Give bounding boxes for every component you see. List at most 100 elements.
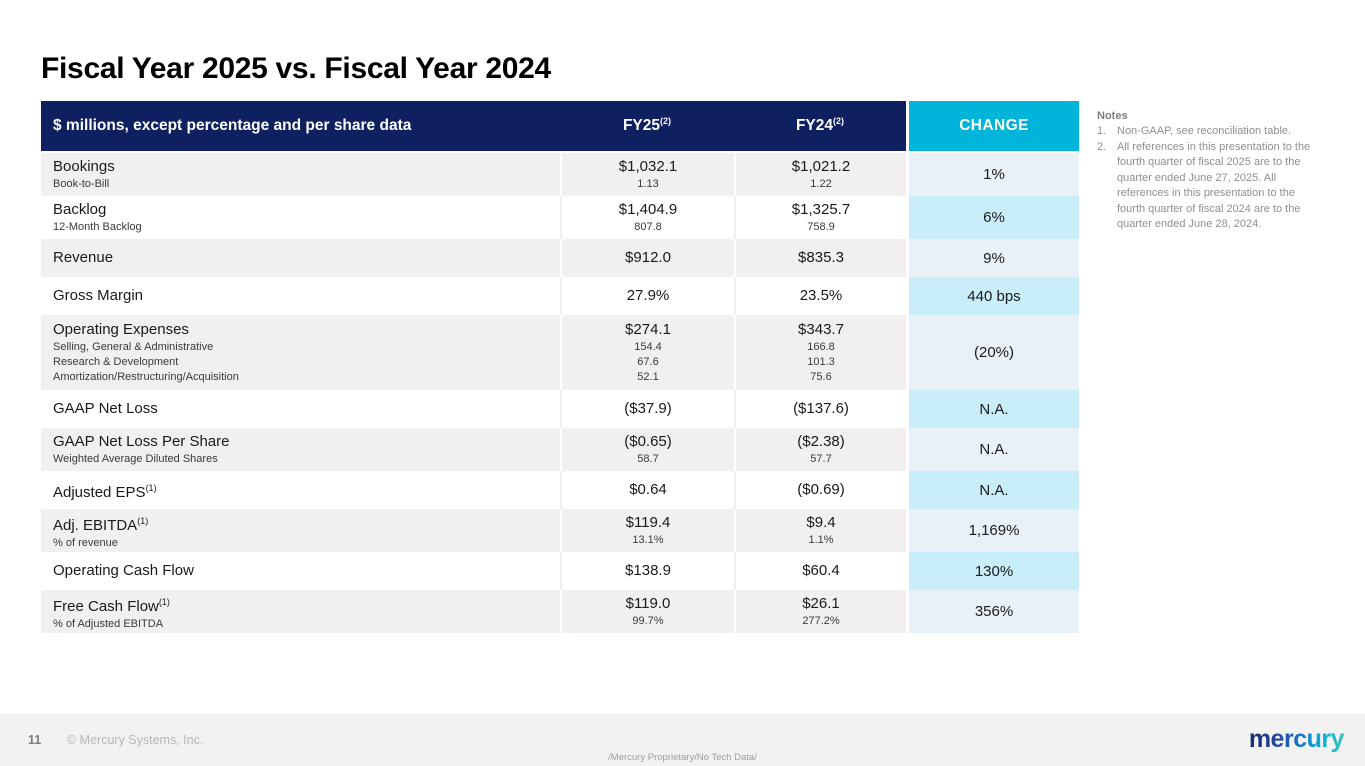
fy24-value: $26.1 bbox=[802, 595, 840, 612]
fy24-sub-value: 1.1% bbox=[808, 534, 834, 546]
row-label: Bookings bbox=[53, 158, 115, 175]
table-row-main: Revenue $912.0 $835.3 bbox=[41, 239, 906, 277]
fy24-cell: $9.4 1.1% bbox=[736, 509, 906, 552]
fy24-value: $343.7 bbox=[798, 321, 844, 338]
fy25-cell: ($0.65) 58.7 bbox=[562, 428, 734, 471]
fy24-cell: ($137.6) bbox=[736, 390, 906, 428]
row-label: Backlog bbox=[53, 201, 107, 218]
fy24-sub-value: 1.22 bbox=[810, 178, 832, 190]
fy25-value: ($0.65) bbox=[624, 433, 672, 450]
fy25-sub-value: 58.7 bbox=[637, 453, 659, 465]
table-row: GAAP Net Loss ($37.9) ($137.6) N.A. bbox=[41, 390, 1079, 428]
mercury-logo: mercury bbox=[1248, 724, 1345, 753]
change-value: 6% bbox=[909, 196, 1079, 239]
notes-list: 1. Non-GAAP, see reconciliation table. 2. A… bbox=[1097, 124, 1317, 233]
row-sub-label: 12-Month Backlog bbox=[53, 221, 142, 233]
fy24-sub-value: 75.6 bbox=[810, 371, 832, 383]
table-header-main: $ millions, except percentage and per sh… bbox=[41, 101, 906, 151]
fy25-value: ($37.9) bbox=[624, 400, 672, 417]
row-label: GAAP Net Loss Per Share bbox=[53, 433, 230, 450]
row-sub-label: % of Adjusted EBITDA bbox=[53, 617, 164, 630]
change-value: 130% bbox=[909, 552, 1079, 590]
fy24-sub-value: 277.2% bbox=[802, 615, 840, 627]
fy24-value: $60.4 bbox=[802, 562, 840, 579]
note-number: 2. bbox=[1097, 140, 1107, 153]
fy25-sub-value: 13.1% bbox=[632, 534, 664, 546]
row-label-footnote: (1) bbox=[137, 515, 149, 526]
fy25-sub-value: 807.8 bbox=[634, 221, 662, 233]
fy25-cell: 27.9% bbox=[562, 277, 734, 315]
row-label-cell: Adj. EBITDA(1) % of revenue bbox=[41, 509, 560, 552]
change-value: 1% bbox=[909, 153, 1079, 196]
column-gap bbox=[906, 315, 909, 390]
fy24-value: $1,325.7 bbox=[791, 201, 851, 218]
fy24-cell: $343.7 166.8 101.3 75.6 bbox=[736, 315, 906, 390]
row-label: Free Cash Flow(1) bbox=[53, 596, 170, 615]
table-row-main: Operating Expenses Selling, General & Adm… bbox=[41, 315, 906, 390]
row-label-footnote: (1) bbox=[158, 596, 170, 607]
column-gap bbox=[906, 590, 909, 633]
fy24-value: $835.3 bbox=[798, 249, 844, 266]
table-body: Bookings Book-to-Bill $1,032.1 1.13 $1,021.2… bbox=[41, 153, 1079, 633]
copyright-text: © Mercury Systems, Inc. bbox=[67, 733, 204, 747]
row-label-cell: Backlog 12-Month Backlog bbox=[41, 196, 560, 239]
table-row: Operating Cash Flow $138.9 $60.4 130% bbox=[41, 552, 1079, 590]
fy25-sub-value: 67.6 bbox=[637, 356, 659, 368]
table-row: Free Cash Flow(1) % of Adjusted EBITDA $11… bbox=[41, 590, 1079, 633]
fy24-sub-value: 57.7 bbox=[810, 453, 832, 465]
fy24-header-text: FY24 bbox=[795, 117, 834, 135]
table-header-label: $ millions, except percentage and per sh… bbox=[53, 117, 412, 134]
fy25-cell: $1,404.9 807.8 bbox=[562, 196, 734, 239]
row-label-cell: Bookings Book-to-Bill bbox=[41, 153, 560, 196]
note-item: 1. Non-GAAP, see reconciliation table. bbox=[1097, 124, 1317, 140]
table-row: Adjusted EPS(1) $0.64 ($0.69) N.A. bbox=[41, 471, 1079, 509]
fy24-value: ($0.69) bbox=[797, 481, 845, 498]
row-label-cell: GAAP Net Loss bbox=[41, 390, 560, 428]
table-row: Operating Expenses Selling, General & Adm… bbox=[41, 315, 1079, 390]
fy24-value: $9.4 bbox=[806, 514, 836, 531]
row-label: Adj. EBITDA(1) bbox=[53, 515, 149, 534]
footer: 11 © Mercury Systems, Inc. /Mercury Prop… bbox=[0, 714, 1365, 766]
fy25-sub-value: 1.13 bbox=[637, 178, 659, 190]
fy25-value: 27.9% bbox=[626, 287, 670, 304]
column-gap bbox=[906, 428, 909, 471]
column-header-fy24: FY24(2) bbox=[734, 116, 906, 135]
column-gap bbox=[906, 239, 909, 277]
fy25-value: $1,032.1 bbox=[618, 158, 678, 175]
table-row: Bookings Book-to-Bill $1,032.1 1.13 $1,021.2… bbox=[41, 153, 1079, 196]
fy25-cell: $138.9 bbox=[562, 552, 734, 590]
column-gap bbox=[906, 153, 909, 196]
table-row-main: Free Cash Flow(1) % of Adjusted EBITDA $11… bbox=[41, 590, 906, 633]
column-gap bbox=[906, 552, 909, 590]
fy24-value: 23.5% bbox=[799, 287, 843, 304]
fy25-sub-value: 99.7% bbox=[632, 615, 664, 627]
row-sub-label: % of revenue bbox=[53, 536, 118, 549]
note-text: All references in this presentation to t… bbox=[1117, 140, 1311, 231]
table-header: $ millions, except percentage and per sh… bbox=[41, 101, 1079, 151]
fy24-cell: $835.3 bbox=[736, 239, 906, 277]
change-value: 9% bbox=[909, 239, 1079, 277]
fy24-value: ($2.38) bbox=[797, 433, 845, 450]
row-label-cell: Operating Expenses Selling, General & Adm… bbox=[41, 315, 560, 390]
fy25-sub-value: 52.1 bbox=[637, 371, 659, 383]
change-value: N.A. bbox=[909, 471, 1079, 509]
table-row: Revenue $912.0 $835.3 9% bbox=[41, 239, 1079, 277]
table-row: GAAP Net Loss Per Share Weighted Average … bbox=[41, 428, 1079, 471]
fy25-cell: $119.0 99.7% bbox=[562, 590, 734, 633]
fy24-cell: $1,325.7 758.9 bbox=[736, 196, 906, 239]
row-label: Operating Cash Flow bbox=[53, 562, 194, 579]
column-header-fy25: FY25(2) bbox=[560, 116, 734, 135]
row-label: GAAP Net Loss bbox=[53, 400, 158, 417]
change-value: (20%) bbox=[909, 315, 1079, 390]
change-value: N.A. bbox=[909, 428, 1079, 471]
fy24-value: $1,021.2 bbox=[791, 158, 851, 175]
table-row-main: Gross Margin 27.9% 23.5% bbox=[41, 277, 906, 315]
fy25-sub-value: 154.4 bbox=[634, 341, 662, 353]
column-gap bbox=[906, 471, 909, 509]
row-label-cell: Revenue bbox=[41, 239, 560, 277]
fy25-cell: $0.64 bbox=[562, 471, 734, 509]
table-row-main: GAAP Net Loss Per Share Weighted Average … bbox=[41, 428, 906, 471]
table-row: Backlog 12-Month Backlog $1,404.9 807.8 $1,3… bbox=[41, 196, 1079, 239]
column-gap bbox=[906, 277, 909, 315]
